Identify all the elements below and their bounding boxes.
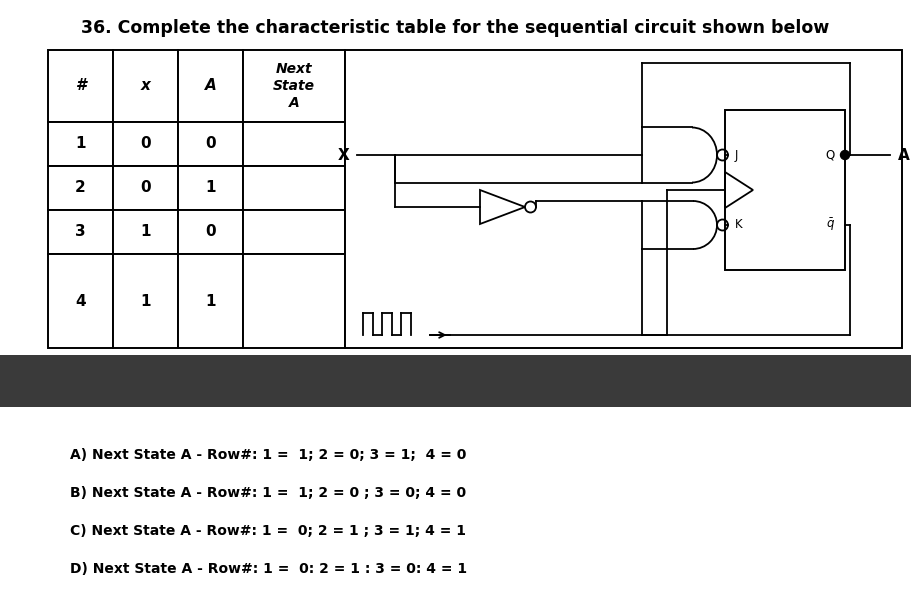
Bar xyxy=(243,166,345,210)
Bar xyxy=(48,166,113,210)
Bar xyxy=(113,50,178,122)
Text: X: X xyxy=(337,148,349,162)
Text: 36. Complete the characteristic table for the sequential circuit shown below: 36. Complete the characteristic table fo… xyxy=(81,19,829,37)
Bar xyxy=(113,254,178,348)
Text: D) Next State A - Row#: 1 =  0: 2 = 1 : 3 = 0: 4 = 1: D) Next State A - Row#: 1 = 0: 2 = 1 : 3… xyxy=(70,562,467,576)
Bar xyxy=(113,210,178,254)
Text: A: A xyxy=(205,78,217,93)
Text: A) Next State A - Row#: 1 =  1; 2 = 0; 3 = 1;  4 = 0: A) Next State A - Row#: 1 = 1; 2 = 0; 3 … xyxy=(70,448,466,462)
Text: 1: 1 xyxy=(205,180,216,195)
Text: A: A xyxy=(898,148,910,162)
Bar xyxy=(113,166,178,210)
Text: Next
State
A: Next State A xyxy=(273,62,315,110)
Bar xyxy=(178,254,243,348)
Bar xyxy=(345,50,902,348)
Text: #: # xyxy=(76,78,86,93)
Text: $\bar{q}$: $\bar{q}$ xyxy=(826,217,835,233)
Text: 1: 1 xyxy=(76,136,86,151)
Text: 0: 0 xyxy=(205,136,216,151)
Text: 1: 1 xyxy=(205,294,216,309)
Bar xyxy=(178,166,243,210)
Bar xyxy=(113,122,178,166)
Bar xyxy=(0,355,911,407)
Bar xyxy=(725,110,845,270)
Text: 1: 1 xyxy=(140,294,150,309)
Bar xyxy=(243,122,345,166)
Text: C) Next State A - Row#: 1 =  0; 2 = 1 ; 3 = 1; 4 = 1: C) Next State A - Row#: 1 = 0; 2 = 1 ; 3… xyxy=(70,524,466,538)
Bar xyxy=(48,210,113,254)
Text: J: J xyxy=(735,148,739,162)
Text: 0: 0 xyxy=(140,180,151,195)
Circle shape xyxy=(841,151,849,160)
Bar xyxy=(243,50,345,122)
Bar xyxy=(178,50,243,122)
Bar xyxy=(48,254,113,348)
Bar xyxy=(48,50,113,122)
Bar xyxy=(48,122,113,166)
Text: 4: 4 xyxy=(76,294,86,309)
Text: 1: 1 xyxy=(140,224,150,239)
Text: x: x xyxy=(140,78,150,93)
Text: 3: 3 xyxy=(76,224,86,239)
Text: Q: Q xyxy=(825,148,835,162)
Text: K: K xyxy=(735,218,742,232)
Bar xyxy=(178,122,243,166)
Bar xyxy=(178,210,243,254)
Text: 2: 2 xyxy=(75,180,86,195)
Text: 0: 0 xyxy=(140,136,151,151)
Bar xyxy=(243,210,345,254)
Text: 0: 0 xyxy=(205,224,216,239)
Text: B) Next State A - Row#: 1 =  1; 2 = 0 ; 3 = 0; 4 = 0: B) Next State A - Row#: 1 = 1; 2 = 0 ; 3… xyxy=(70,486,466,500)
Bar xyxy=(243,254,345,348)
